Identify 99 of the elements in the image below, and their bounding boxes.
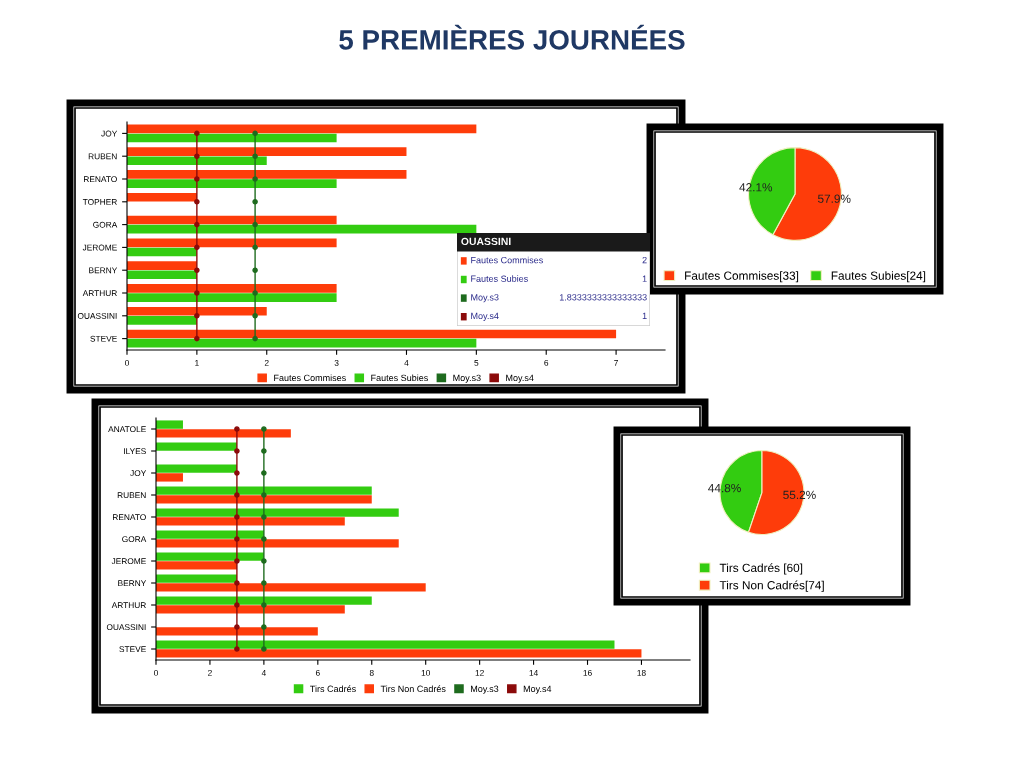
bar <box>156 627 318 636</box>
x-tick-label: 18 <box>637 669 646 676</box>
legend-label: Tirs Cadrés <box>310 685 356 693</box>
bar <box>127 261 197 270</box>
y-tick-label: RENATO <box>84 176 117 183</box>
legend-label: Moy.s3 <box>453 374 481 383</box>
y-tick-label: ARTHUR <box>111 602 146 609</box>
bar <box>156 596 372 605</box>
legend-label: Moy.s3 <box>471 685 499 694</box>
legend-label: Tirs Non Cadrés <box>380 685 446 693</box>
y-tick-label: BERNY <box>118 580 147 587</box>
x-tick-label: 16 <box>583 669 592 676</box>
legend-label: Fautes Subies <box>371 374 428 382</box>
x-tick-label: 3 <box>334 359 339 366</box>
x-tick-label: 4 <box>261 670 266 676</box>
bar <box>127 215 337 225</box>
annotation: 1 <box>642 312 647 320</box>
legend-label: Tirs Non Cadrés[74] <box>719 580 824 592</box>
x-tick-label: 10 <box>421 669 431 676</box>
bar <box>127 238 337 248</box>
y-tick-label: ILYES <box>124 448 146 455</box>
x-tick-label: 14 <box>529 670 538 676</box>
x-tick-label: 0 <box>125 359 129 366</box>
annotation: Moy.s4 <box>471 312 499 321</box>
y-tick-label: BERNY <box>89 267 118 274</box>
annotation: 1.8333333333333333 <box>559 294 647 301</box>
bar <box>156 552 264 561</box>
y-tick-label: OUASSINI <box>106 624 146 631</box>
bar <box>127 338 477 348</box>
y-tick-label: STEVE <box>119 646 146 653</box>
bar <box>127 306 267 316</box>
y-tick-label: STEVE <box>90 335 117 342</box>
y-tick-label: RENATO <box>113 514 146 521</box>
bar <box>156 530 264 539</box>
annotation: Moy.s3 <box>471 294 499 303</box>
y-tick-label: GORA <box>122 536 147 543</box>
bar <box>156 649 642 658</box>
legend-label: Fautes Subies[24] <box>831 271 926 283</box>
x-tick-label: 12 <box>475 669 484 676</box>
x-tick-label: 8 <box>369 669 374 676</box>
y-tick-label: JEROME <box>111 558 146 565</box>
x-tick-label: 0 <box>154 669 158 676</box>
bar <box>156 561 237 570</box>
y-tick-label: OUASSINI <box>77 313 117 319</box>
bar <box>156 583 426 592</box>
bar <box>127 124 477 134</box>
x-tick-label: 1 <box>195 360 199 366</box>
x-tick-label: 4 <box>404 360 409 366</box>
bar <box>156 605 345 614</box>
bar <box>156 420 183 429</box>
legend-label: Fautes Commises <box>274 374 346 382</box>
annotation: 2 <box>642 256 647 264</box>
bar <box>156 473 183 482</box>
bar <box>127 133 337 143</box>
legend-label: Moy.s4 <box>506 374 534 383</box>
x-tick-label: 2 <box>208 669 212 676</box>
annotation: Fautes Commises <box>471 256 543 264</box>
bar <box>127 270 197 280</box>
bar <box>156 574 237 583</box>
bar <box>127 293 337 302</box>
legend-label: Moy.s4 <box>523 685 552 694</box>
y-tick-label: JEROME <box>82 244 117 251</box>
bar <box>127 329 617 339</box>
y-tick-label: TOPHER <box>82 199 117 205</box>
y-tick-label: ARTHUR <box>82 290 117 297</box>
legend-label: Tirs Cadrés [60] <box>719 563 803 575</box>
bar <box>156 517 345 526</box>
legend-label: Fautes Commises[33] <box>685 271 799 283</box>
annotation: OUASSINI <box>461 237 511 246</box>
bar <box>127 179 337 188</box>
bar <box>127 316 197 325</box>
x-tick-label: 6 <box>544 359 549 366</box>
bar <box>127 192 197 202</box>
chart-title: 5 PREMIÈRES JOURNÉES <box>339 24 685 50</box>
annotation: 1 <box>642 275 647 282</box>
y-tick-label: RUBEN <box>88 153 117 160</box>
bar <box>127 170 407 179</box>
annotation: Fautes Subies <box>471 275 528 282</box>
y-tick-label: GORA <box>93 221 118 228</box>
bar <box>156 486 372 495</box>
bar <box>127 284 337 293</box>
bar <box>127 147 407 156</box>
x-tick-label: 2 <box>264 359 269 366</box>
bar <box>127 156 267 166</box>
y-tick-label: RUBEN <box>117 492 146 499</box>
bar <box>156 464 237 473</box>
bar <box>156 508 399 517</box>
bar <box>156 442 237 451</box>
y-tick-label: JOY <box>101 130 118 137</box>
y-tick-label: ANATOLE <box>108 426 146 433</box>
bar <box>156 640 615 649</box>
y-tick-label: JOY <box>130 470 147 477</box>
x-tick-label: 6 <box>315 669 320 676</box>
bar <box>156 539 399 548</box>
x-tick-label: 7 <box>614 360 618 366</box>
x-tick-label: 5 <box>474 360 479 366</box>
bar <box>156 429 291 438</box>
bar <box>127 224 477 234</box>
bar <box>156 495 372 504</box>
